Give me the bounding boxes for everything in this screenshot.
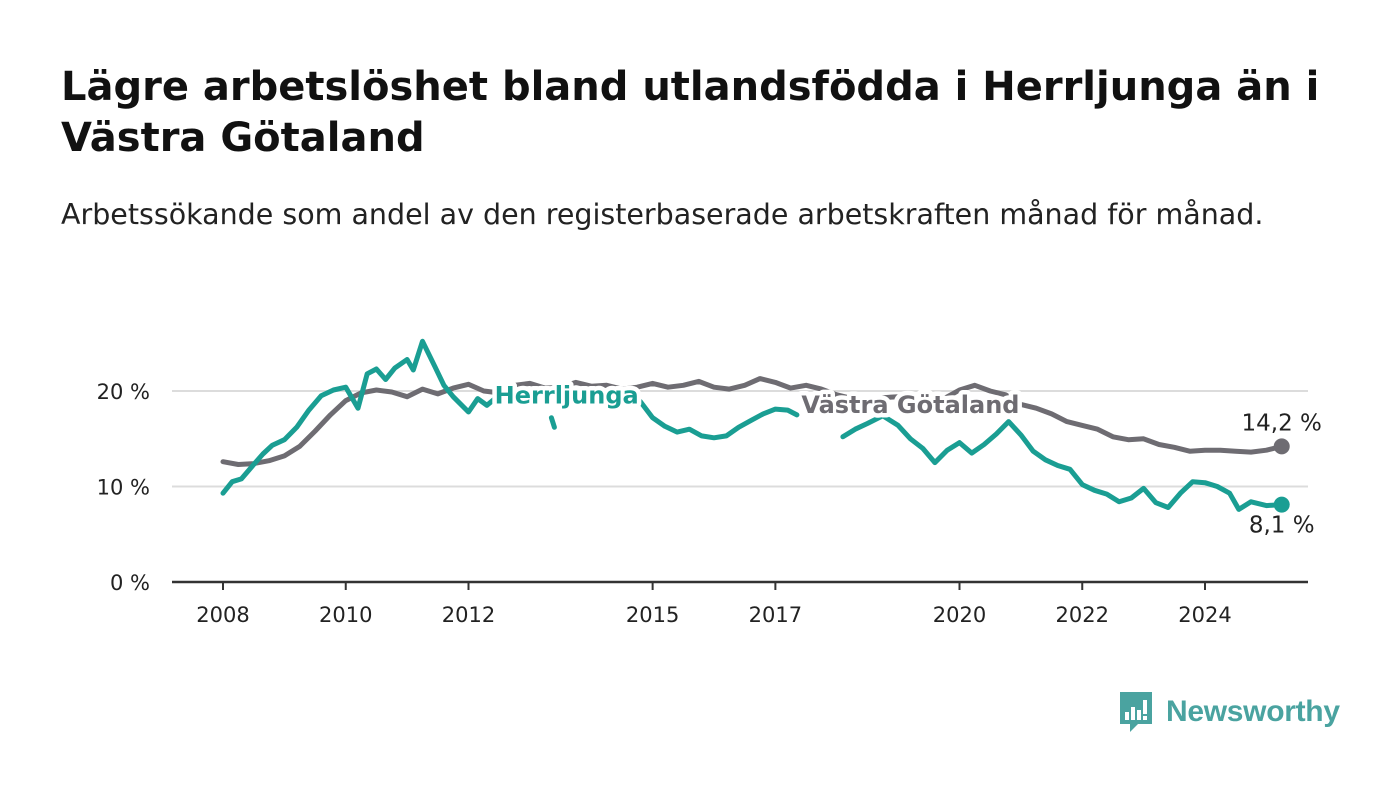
chart-subtitle: Arbetssökande som andel av den registerb…: [61, 198, 1264, 231]
x-tick-label: 2024: [1178, 603, 1231, 627]
series-line-herrljunga: [220, 338, 508, 496]
series-end-value-label: 8,1 %: [1249, 513, 1315, 539]
newsworthy-logo-text: Newsworthy: [1166, 695, 1340, 728]
series-label-herrljunga: Herrljunga: [495, 381, 639, 409]
series-line-herrljunga: [548, 415, 557, 430]
series-endpoint: [1273, 438, 1290, 455]
y-tick-label: 0 %: [110, 571, 150, 595]
newsworthy-logo-icon: [1118, 690, 1154, 734]
series-line-herrljunga: [840, 413, 1285, 512]
x-tick-label: 2012: [442, 603, 495, 627]
x-tick-label: 2008: [196, 603, 249, 627]
x-tick-label: 2010: [319, 603, 372, 627]
chart-title: Lägre arbetslöshet bland utlandsfödda i …: [61, 64, 1320, 161]
series-label-v-stra-g-taland: Västra Götaland: [801, 391, 1019, 419]
series-end-value-label: 14,2 %: [1242, 410, 1322, 436]
y-tick-label: 20 %: [97, 380, 150, 404]
series-line-herrljunga: [637, 399, 800, 441]
series-line-vastra-gotaland: [220, 376, 1285, 467]
series-endpoint: [1273, 496, 1290, 513]
x-tick-label: 2020: [933, 603, 986, 627]
series-label-halo: Herrljunga: [495, 381, 639, 409]
y-tick-label: 10 %: [97, 476, 150, 500]
x-tick-label: 2022: [1056, 603, 1109, 627]
x-tick-label: 2017: [749, 603, 802, 627]
x-tick-label: 2015: [626, 603, 679, 627]
series-label-halo: Västra Götaland: [801, 391, 1019, 419]
newsworthy-logo[interactable]: Newsworthy: [1118, 690, 1340, 734]
